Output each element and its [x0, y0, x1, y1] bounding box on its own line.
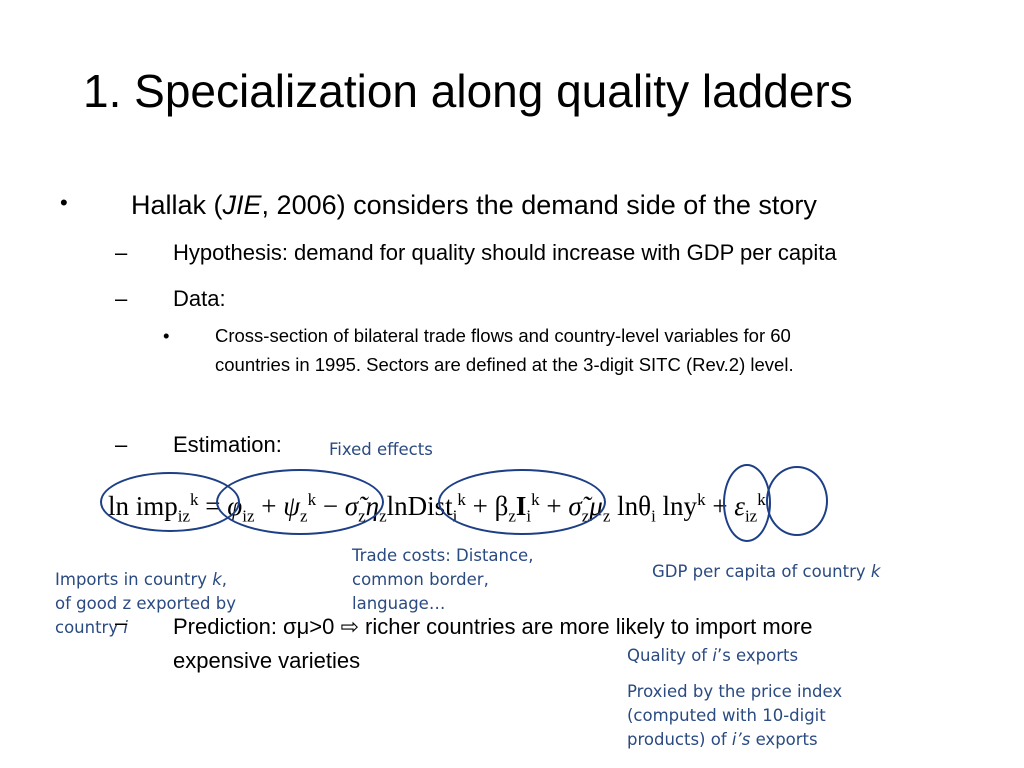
- imports-note-line2: of good z exported by: [55, 594, 236, 613]
- gdp-note-var: k: [870, 562, 881, 581]
- proxy-note-line3: products) of i’s exports: [627, 728, 842, 752]
- data-detail-line1: Cross-section of bilateral trade flows a…: [215, 325, 791, 346]
- trade-costs-note-line2: common border,: [352, 570, 489, 589]
- eq-ln-theta: lnθ: [617, 491, 652, 521]
- eq-phi: φ: [227, 491, 243, 521]
- quality-note: Quality of i’s exports: [627, 644, 798, 668]
- bullet-hallak-suffix: , 2006) considers the demand side of the…: [261, 190, 817, 220]
- eq-sup-k: k: [190, 490, 199, 509]
- trade-costs-note-line1: Trade costs: Distance,: [352, 546, 534, 565]
- eq-indicator: I: [515, 491, 527, 521]
- dash-marker: –: [115, 286, 128, 311]
- estimation-label: Estimation:: [173, 432, 282, 457]
- eq-epsilon: ε: [734, 491, 745, 521]
- eq-sup-k: k: [457, 490, 466, 509]
- eq-sub-iz: iz: [744, 506, 758, 526]
- eq-psi: ψ: [283, 491, 301, 521]
- eq-mu: μ: [589, 491, 603, 521]
- data-detail: Cross-section of bilateral trade flows a…: [215, 321, 794, 379]
- dash-marker: –: [115, 610, 128, 635]
- sub-bullet-marker: •: [163, 325, 170, 346]
- eq-sub-z: z: [581, 506, 590, 526]
- dash-marker: –: [115, 432, 128, 457]
- proxy-note-line2: (computed with 10-digit: [627, 706, 826, 725]
- prediction-line1: Prediction: σμ>0 ⇨ richer countries are …: [173, 614, 813, 639]
- eq-ln-dist: lnDist: [386, 491, 453, 521]
- trade-costs-note-line3: language…: [352, 594, 446, 613]
- eq-eta: η: [365, 491, 380, 521]
- eq-plus: +: [465, 491, 495, 521]
- imports-note-line3-var: i: [123, 618, 128, 637]
- eq-sub-z: z: [358, 506, 366, 526]
- eq-plus: +: [539, 491, 569, 521]
- fixed-effects-note: Fixed effects: [329, 440, 433, 459]
- eq-plus: +: [254, 491, 284, 521]
- data-label: Data:: [173, 286, 226, 311]
- eq-beta: β: [494, 491, 509, 521]
- imports-note-line3-prefix: country: [55, 618, 124, 637]
- imports-note: Imports in country k, of good z exported…: [55, 568, 236, 640]
- proxy-note-line1: Proxied by the price index: [627, 682, 843, 701]
- eq-minus: −: [316, 491, 345, 521]
- eq-sub-i: i: [651, 506, 656, 526]
- eq-sub-z: z: [508, 506, 516, 526]
- prediction-text: Prediction: σμ>0 ⇨ richer countries are …: [173, 610, 813, 678]
- dash-marker: –: [115, 240, 128, 265]
- bullet-hallak-prefix: Hallak (: [131, 190, 223, 220]
- quality-note-var: i: [712, 646, 717, 665]
- proxy-note-line3-prefix: products) of: [627, 730, 732, 749]
- eq-equals: =: [198, 491, 228, 521]
- proxy-note-line3-var: i’s: [731, 730, 751, 749]
- eq-ln-y: lny: [662, 491, 698, 521]
- oval-gdp: [766, 466, 828, 536]
- gdp-note-prefix: GDP per capita of country: [652, 562, 871, 581]
- imports-note-line3: country i: [55, 616, 236, 640]
- eq-sup-k: k: [697, 490, 706, 509]
- eq-sigma: σ̃: [568, 491, 582, 521]
- eq-sub-iz: iz: [177, 506, 191, 526]
- eq-sup-k: k: [757, 490, 766, 509]
- imports-note-line1-prefix: Imports in country: [55, 570, 213, 589]
- bullet-hallak-journal: JIE: [222, 190, 262, 220]
- eq-sub-i: i: [526, 506, 532, 526]
- bullet-hallak: Hallak (JIE, 2006) considers the demand …: [131, 190, 817, 221]
- hypothesis-text: Hypothesis: demand for quality should in…: [173, 240, 837, 265]
- trade-costs-note: Trade costs: Distance, common border, la…: [352, 544, 533, 616]
- bullet-marker: •: [60, 190, 68, 215]
- proxy-note-line3-suffix: exports: [750, 730, 818, 749]
- eq-sub-z: z: [379, 506, 387, 526]
- quality-note-prefix: Quality of: [627, 646, 713, 665]
- imports-note-line1: Imports in country k,: [55, 568, 236, 592]
- eq-plus: +: [705, 491, 735, 521]
- eq-sub-z: z: [602, 506, 611, 526]
- data-detail-line2: countries in 1995. Sectors are defined a…: [215, 354, 794, 375]
- gdp-note: GDP per capita of country k: [652, 560, 880, 584]
- eq-sup-k: k: [531, 490, 540, 509]
- quality-note-suffix: ’s exports: [716, 646, 799, 665]
- imports-note-line1-suffix: ,: [221, 570, 228, 589]
- prediction-line2: expensive varieties: [173, 648, 361, 673]
- eq-sub-z: z: [300, 506, 308, 526]
- estimation-equation: ln impizk = φiz + ψzk − σ̃zηzlnDistik + …: [108, 478, 766, 538]
- eq-sub-i: i: [452, 506, 458, 526]
- slide-title: 1. Specialization along quality ladders: [83, 65, 853, 117]
- imports-note-line1-var: k: [212, 570, 222, 589]
- eq-sub-iz: iz: [242, 506, 255, 526]
- eq-sup-k: k: [307, 490, 317, 509]
- eq-sigma: σ̃: [344, 491, 359, 521]
- proxy-note: Proxied by the price index (computed wit…: [627, 680, 842, 752]
- eq-ln-imp: ln imp: [108, 491, 178, 521]
